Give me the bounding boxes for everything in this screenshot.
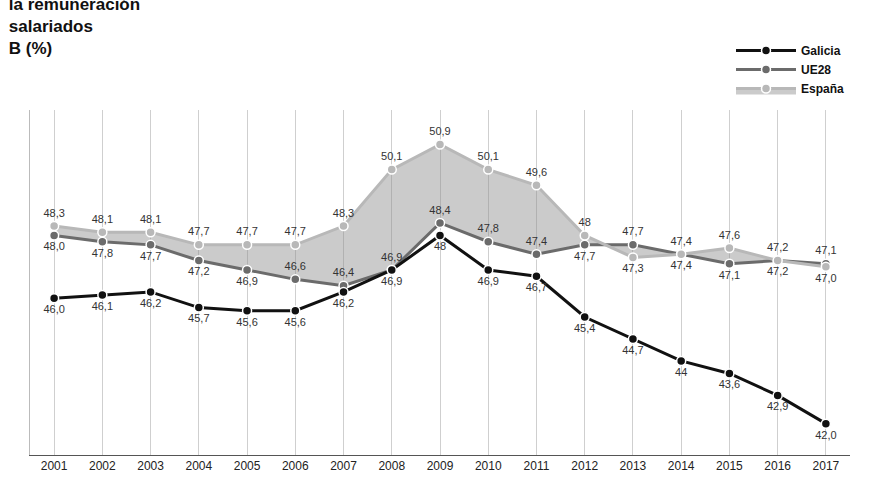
svg-text:50,9: 50,9	[429, 125, 450, 137]
svg-text:47,7: 47,7	[574, 250, 595, 262]
svg-text:48: 48	[579, 216, 591, 228]
svg-text:50,1: 50,1	[381, 150, 402, 162]
svg-text:49,6: 49,6	[526, 166, 547, 178]
svg-text:2016: 2016	[764, 459, 791, 473]
svg-text:47,4: 47,4	[670, 235, 691, 247]
svg-text:47,8: 47,8	[478, 222, 499, 234]
svg-text:2002: 2002	[89, 459, 116, 473]
svg-text:2014: 2014	[668, 459, 695, 473]
svg-text:2003: 2003	[137, 459, 164, 473]
svg-text:47,7: 47,7	[188, 225, 209, 237]
svg-text:Galicia: Galicia	[801, 44, 841, 58]
svg-text:47,3: 47,3	[622, 262, 643, 274]
svg-text:2008: 2008	[378, 459, 405, 473]
svg-text:48,3: 48,3	[333, 207, 354, 219]
svg-text:48: 48	[434, 240, 446, 252]
svg-text:2013: 2013	[620, 459, 647, 473]
svg-text:47,7: 47,7	[236, 225, 257, 237]
svg-text:46,9: 46,9	[381, 275, 402, 287]
svg-text:47,6: 47,6	[719, 229, 740, 241]
svg-text:46,2: 46,2	[140, 297, 161, 309]
svg-text:43,6: 43,6	[719, 378, 740, 390]
svg-text:42,9: 42,9	[767, 400, 788, 412]
svg-text:2007: 2007	[330, 459, 357, 473]
svg-text:44: 44	[675, 366, 687, 378]
svg-text:2009: 2009	[427, 459, 454, 473]
svg-text:47,2: 47,2	[188, 265, 209, 277]
svg-text:España: España	[801, 82, 844, 96]
svg-text:47,4: 47,4	[670, 259, 691, 271]
svg-text:45,6: 45,6	[236, 316, 257, 328]
svg-text:42,0: 42,0	[815, 429, 836, 441]
svg-text:48,4: 48,4	[429, 204, 450, 216]
svg-text:2005: 2005	[234, 459, 261, 473]
svg-text:47,2: 47,2	[767, 265, 788, 277]
svg-text:48,1: 48,1	[92, 213, 113, 225]
svg-text:2010: 2010	[475, 459, 502, 473]
svg-text:2011: 2011	[524, 459, 550, 473]
svg-text:45,7: 45,7	[188, 312, 209, 324]
svg-text:2017: 2017	[813, 459, 840, 473]
svg-text:47,1: 47,1	[815, 244, 836, 256]
svg-text:45,6: 45,6	[285, 316, 306, 328]
svg-text:2004: 2004	[185, 459, 212, 473]
svg-text:UE28: UE28	[801, 63, 831, 77]
svg-text:2015: 2015	[716, 459, 743, 473]
svg-text:46,1: 46,1	[92, 300, 113, 312]
svg-text:47,1: 47,1	[719, 269, 740, 281]
svg-text:46,6: 46,6	[285, 260, 306, 272]
svg-text:44,7: 44,7	[622, 344, 643, 356]
svg-text:47,0: 47,0	[815, 272, 836, 284]
svg-text:47,8: 47,8	[92, 247, 113, 259]
svg-text:2006: 2006	[282, 459, 309, 473]
svg-text:45,4: 45,4	[574, 322, 595, 334]
svg-text:48,0: 48,0	[43, 240, 64, 252]
svg-text:47,7: 47,7	[140, 250, 161, 262]
svg-text:46,2: 46,2	[333, 297, 354, 309]
svg-text:2001: 2001	[41, 459, 68, 473]
svg-text:47,4: 47,4	[526, 235, 547, 247]
svg-text:46,9: 46,9	[381, 251, 402, 263]
svg-text:2012: 2012	[571, 459, 598, 473]
svg-text:46,0: 46,0	[43, 303, 64, 315]
svg-text:47,2: 47,2	[767, 241, 788, 253]
svg-text:50,1: 50,1	[478, 150, 499, 162]
svg-text:46,9: 46,9	[478, 275, 499, 287]
svg-text:46,4: 46,4	[333, 266, 354, 278]
svg-text:47,7: 47,7	[622, 225, 643, 237]
svg-text:la remuneraciónsalariadosB (%): la remuneraciónsalariadosB (%)	[9, 0, 140, 58]
svg-text:48,1: 48,1	[140, 213, 161, 225]
svg-text:48,3: 48,3	[43, 207, 64, 219]
svg-text:47,7: 47,7	[285, 225, 306, 237]
svg-text:46,9: 46,9	[236, 275, 257, 287]
svg-text:46,7: 46,7	[526, 281, 547, 293]
